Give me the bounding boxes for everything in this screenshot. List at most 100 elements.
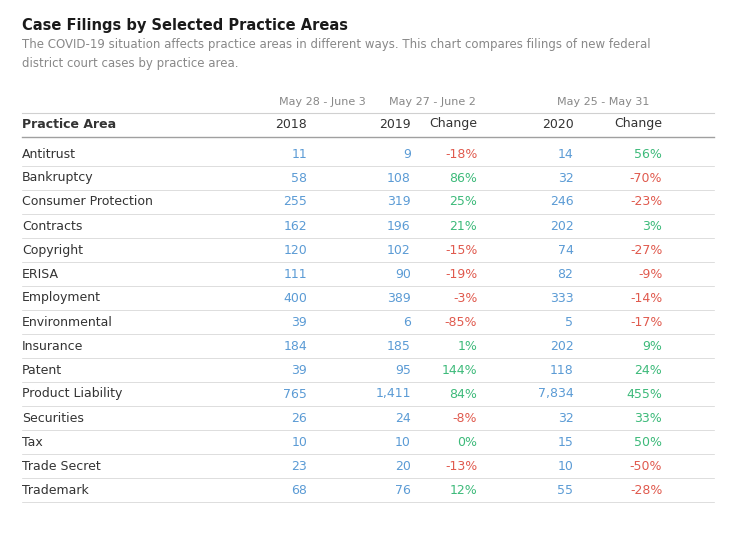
Text: 82: 82 (558, 267, 574, 280)
Text: 1%: 1% (457, 339, 477, 352)
Text: Change: Change (614, 118, 662, 130)
Text: Securities: Securities (22, 411, 84, 425)
Text: ERISA: ERISA (22, 267, 59, 280)
Text: 25%: 25% (449, 195, 477, 208)
Text: -3%: -3% (453, 292, 477, 304)
Text: -70%: -70% (630, 171, 662, 185)
Text: 319: 319 (387, 195, 411, 208)
Text: 255: 255 (283, 195, 307, 208)
Text: 15: 15 (558, 436, 574, 448)
Text: Contracts: Contracts (22, 220, 83, 233)
Text: Practice Area: Practice Area (22, 118, 116, 130)
Text: -19%: -19% (445, 267, 477, 280)
Text: 55: 55 (557, 483, 574, 497)
Text: 102: 102 (387, 243, 411, 257)
Text: May 27 - June 2: May 27 - June 2 (389, 97, 477, 107)
Text: -9%: -9% (638, 267, 662, 280)
Text: -85%: -85% (445, 316, 477, 329)
Text: 90: 90 (395, 267, 411, 280)
Text: Bankruptcy: Bankruptcy (22, 171, 94, 185)
Text: Case Filings by Selected Practice Areas: Case Filings by Selected Practice Areas (22, 18, 349, 33)
Text: 6: 6 (403, 316, 411, 329)
Text: 86%: 86% (449, 171, 477, 185)
Text: 118: 118 (550, 364, 574, 376)
Text: The COVID-19 situation affects practice areas in different ways. This chart comp: The COVID-19 situation affects practice … (22, 38, 650, 70)
Text: 95: 95 (395, 364, 411, 376)
Text: 185: 185 (387, 339, 411, 352)
Text: Tax: Tax (22, 436, 43, 448)
Text: 76: 76 (395, 483, 411, 497)
Text: -15%: -15% (445, 243, 477, 257)
Text: -18%: -18% (445, 148, 477, 161)
Text: 33%: 33% (635, 411, 662, 425)
Text: 389: 389 (387, 292, 411, 304)
Text: 202: 202 (550, 220, 574, 233)
Text: 2018: 2018 (275, 118, 307, 130)
Text: 74: 74 (558, 243, 574, 257)
Text: -27%: -27% (630, 243, 662, 257)
Text: 7,834: 7,834 (538, 388, 574, 401)
Text: 11: 11 (292, 148, 307, 161)
Text: 68: 68 (292, 483, 307, 497)
Text: -13%: -13% (445, 460, 477, 473)
Text: Consumer Protection: Consumer Protection (22, 195, 153, 208)
Text: 196: 196 (387, 220, 411, 233)
Text: Patent: Patent (22, 364, 62, 376)
Text: 333: 333 (550, 292, 574, 304)
Text: 39: 39 (292, 364, 307, 376)
Text: 26: 26 (292, 411, 307, 425)
Text: 32: 32 (558, 411, 574, 425)
Text: Antitrust: Antitrust (22, 148, 76, 161)
Text: 20: 20 (395, 460, 411, 473)
Text: 32: 32 (558, 171, 574, 185)
Text: Trade Secret: Trade Secret (22, 460, 101, 473)
Text: 0%: 0% (457, 436, 477, 448)
Text: 58: 58 (291, 171, 307, 185)
Text: 39: 39 (292, 316, 307, 329)
Text: -8%: -8% (453, 411, 477, 425)
Text: 21%: 21% (450, 220, 477, 233)
Text: 5: 5 (565, 316, 574, 329)
Text: 2019: 2019 (379, 118, 411, 130)
Text: 10: 10 (395, 436, 411, 448)
Text: 111: 111 (283, 267, 307, 280)
Text: -14%: -14% (630, 292, 662, 304)
Text: 10: 10 (558, 460, 574, 473)
Text: Insurance: Insurance (22, 339, 84, 352)
Text: 9%: 9% (642, 339, 662, 352)
Text: 400: 400 (283, 292, 307, 304)
Text: 246: 246 (550, 195, 574, 208)
Text: 23: 23 (292, 460, 307, 473)
Text: 2020: 2020 (542, 118, 574, 130)
Text: 24: 24 (395, 411, 411, 425)
Text: 14: 14 (558, 148, 574, 161)
Text: Trademark: Trademark (22, 483, 89, 497)
Text: Copyright: Copyright (22, 243, 83, 257)
Text: Employment: Employment (22, 292, 101, 304)
Text: Environmental: Environmental (22, 316, 113, 329)
Text: 184: 184 (283, 339, 307, 352)
Text: 202: 202 (550, 339, 574, 352)
Text: 455%: 455% (627, 388, 662, 401)
Text: May 28 - June 3: May 28 - June 3 (278, 97, 366, 107)
Text: 120: 120 (283, 243, 307, 257)
Text: Product Liability: Product Liability (22, 388, 123, 401)
Text: 84%: 84% (449, 388, 477, 401)
Text: 24%: 24% (635, 364, 662, 376)
Text: 1,411: 1,411 (375, 388, 411, 401)
Text: 50%: 50% (634, 436, 662, 448)
Text: 162: 162 (283, 220, 307, 233)
Text: 9: 9 (403, 148, 411, 161)
Text: -28%: -28% (630, 483, 662, 497)
Text: 3%: 3% (642, 220, 662, 233)
Text: 765: 765 (283, 388, 307, 401)
Text: 144%: 144% (442, 364, 477, 376)
Text: May 25 - May 31: May 25 - May 31 (557, 97, 649, 107)
Text: Change: Change (429, 118, 477, 130)
Text: 108: 108 (387, 171, 411, 185)
Text: 12%: 12% (450, 483, 477, 497)
Text: 10: 10 (292, 436, 307, 448)
Text: -17%: -17% (630, 316, 662, 329)
Text: -50%: -50% (630, 460, 662, 473)
Text: -23%: -23% (630, 195, 662, 208)
